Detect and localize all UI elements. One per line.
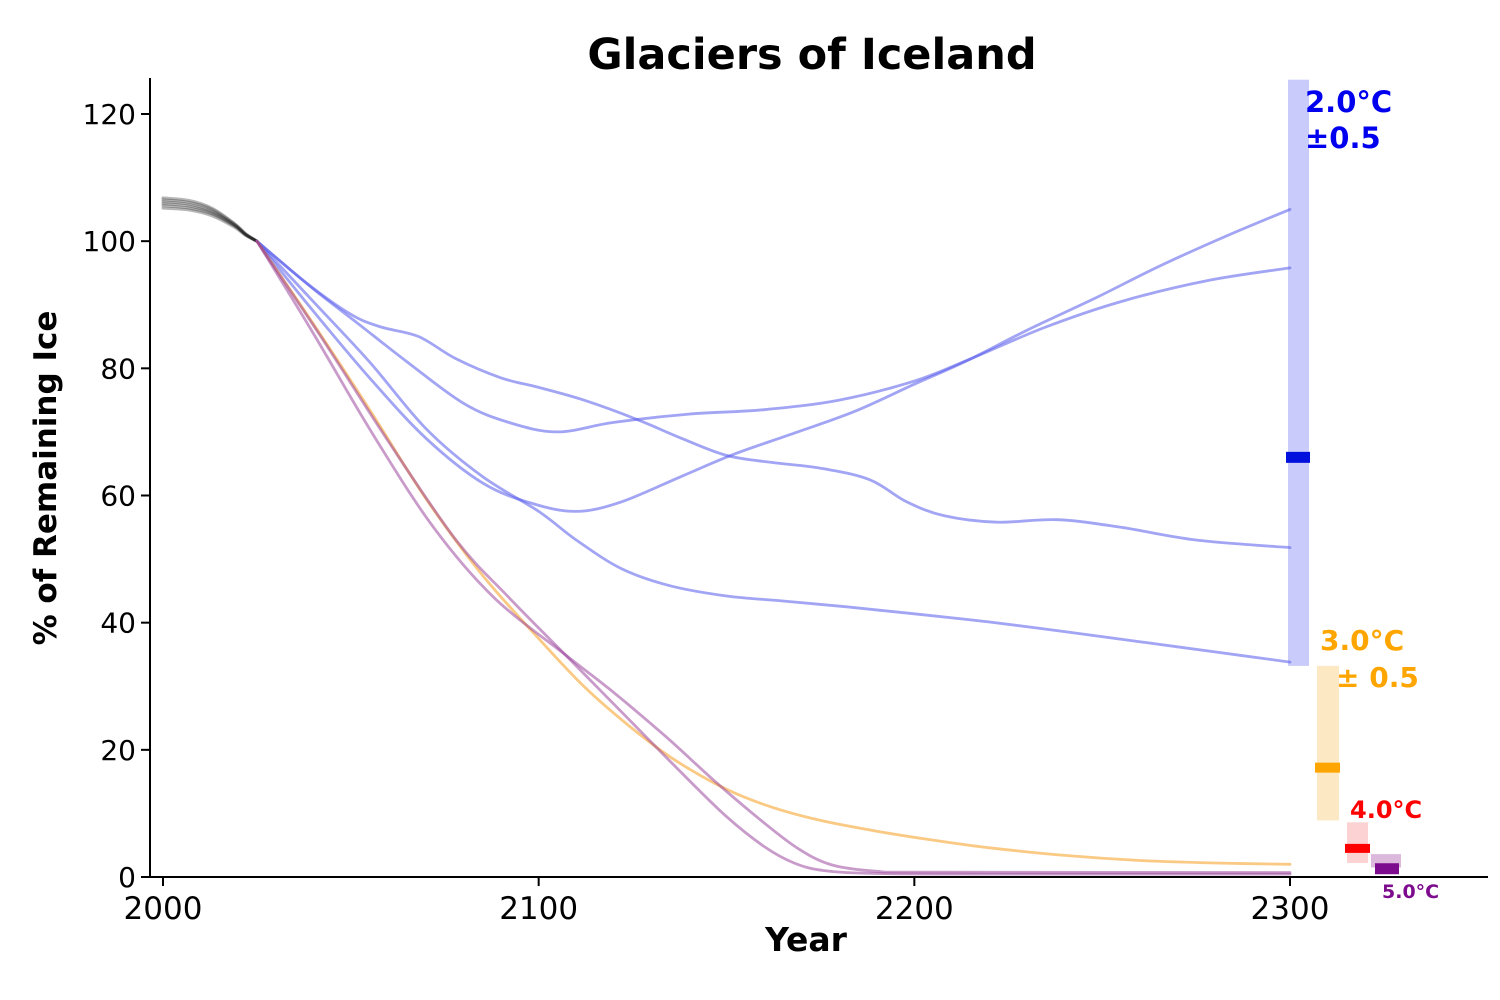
annotation-5c: 5.0°C	[1382, 881, 1439, 903]
series-line-historical-run-3	[161, 202, 259, 243]
x-tick-label: 2300	[1251, 891, 1330, 927]
uncertainty-band-3c	[1317, 665, 1339, 821]
y-tick-label: 40	[100, 607, 136, 640]
annotation-4c: 4.0°C	[1350, 796, 1422, 824]
series-line-historical-run-4	[161, 200, 259, 243]
y-tick-label: 20	[100, 734, 136, 767]
series-line-historical-run-1	[161, 206, 259, 243]
series-line-2.0C-run-3	[255, 208, 1292, 513]
series-line-historical-run-2	[161, 204, 259, 243]
series-line-historical-run-5	[161, 198, 259, 243]
x-axis-label: Year	[765, 920, 847, 959]
uncertainty-band-2c	[1288, 79, 1309, 666]
y-axis-label: % of Remaining Ice	[28, 310, 64, 646]
median-marker-4c	[1345, 843, 1370, 853]
x-tick-label: 2100	[499, 891, 578, 927]
y-tick-label: 100	[83, 225, 136, 258]
annotation-2c-uncertainty: ±0.5	[1305, 121, 1381, 155]
series-line-5.0C-run-1	[255, 239, 1292, 874]
y-tick-label: 120	[83, 98, 136, 131]
chart-title: Glaciers of Iceland	[587, 30, 1037, 80]
annotation-3c: 3.0°C ± 0.5	[1320, 622, 1419, 696]
annotation-2c: 2.0°C ±0.5	[1305, 84, 1392, 156]
y-tick-label: 0	[118, 861, 136, 894]
annotation-3c-label: 3.0°C	[1320, 624, 1405, 657]
annotation-5c-label: 5.0°C	[1382, 881, 1440, 903]
annotation-2c-label: 2.0°C	[1305, 85, 1393, 119]
series-line-2.0C-run-2	[255, 239, 1292, 549]
median-marker-3c	[1315, 762, 1340, 773]
uncertainty-band-4c	[1347, 822, 1368, 864]
y-tick-label: 80	[100, 352, 136, 385]
annotation-4c-label: 4.0°C	[1350, 796, 1423, 824]
median-marker-5c	[1375, 863, 1399, 875]
series-line-4.0C-run-1	[255, 239, 1292, 876]
series-line-2.0C-run-1	[255, 239, 1292, 434]
median-marker-2c	[1286, 451, 1310, 463]
x-tick-label: 2000	[124, 891, 203, 927]
series-line-2.0C-run-4	[255, 239, 1292, 664]
y-tick-label: 60	[100, 480, 136, 513]
x-tick-label: 2200	[875, 891, 954, 927]
series-line-historical-run-6	[161, 196, 259, 243]
annotation-3c-uncertainty: ± 0.5	[1336, 661, 1419, 694]
